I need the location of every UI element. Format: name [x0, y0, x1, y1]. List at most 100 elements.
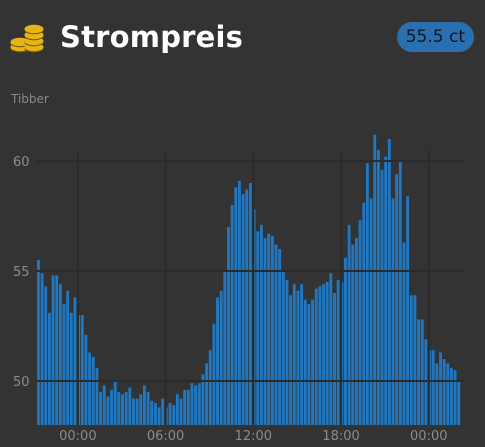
price-bar[interactable]: [44, 286, 48, 425]
price-bar[interactable]: [420, 319, 424, 425]
price-bar[interactable]: [37, 260, 40, 425]
price-bar[interactable]: [362, 202, 366, 425]
price-bar[interactable]: [135, 398, 139, 425]
price-bar[interactable]: [58, 284, 62, 425]
price-bar[interactable]: [245, 189, 249, 425]
price-bar[interactable]: [344, 257, 347, 425]
price-bar[interactable]: [66, 290, 70, 425]
price-bar[interactable]: [351, 244, 355, 425]
price-bar[interactable]: [373, 134, 377, 425]
price-bar[interactable]: [435, 363, 439, 425]
price-bar[interactable]: [208, 350, 212, 425]
price-bar[interactable]: [88, 352, 92, 425]
price-bar[interactable]: [157, 407, 161, 425]
price-bar[interactable]: [179, 398, 183, 425]
price-bar[interactable]: [314, 288, 318, 425]
price-bar[interactable]: [102, 385, 106, 425]
price-bar[interactable]: [376, 150, 380, 425]
price-bar[interactable]: [183, 389, 187, 425]
price-bar[interactable]: [307, 304, 311, 425]
price-bar[interactable]: [424, 339, 428, 425]
price-bar[interactable]: [51, 275, 55, 425]
price-bar[interactable]: [270, 235, 274, 425]
price-bar[interactable]: [219, 290, 223, 425]
price-bar[interactable]: [91, 356, 95, 425]
price-bar[interactable]: [80, 315, 84, 425]
price-bar[interactable]: [194, 385, 198, 425]
price-bar[interactable]: [289, 295, 293, 425]
price-bar[interactable]: [267, 233, 271, 425]
price-bar[interactable]: [380, 169, 384, 425]
price-bar[interactable]: [106, 396, 110, 425]
price-bar[interactable]: [369, 198, 373, 425]
price-bar[interactable]: [333, 293, 336, 425]
price-bar[interactable]: [325, 282, 329, 425]
price-bar[interactable]: [161, 398, 165, 425]
price-bar[interactable]: [223, 271, 227, 425]
price-bar[interactable]: [241, 194, 245, 425]
price-bar[interactable]: [113, 381, 117, 425]
price-bar[interactable]: [402, 242, 406, 425]
price-bar[interactable]: [398, 161, 402, 425]
price-bar[interactable]: [227, 227, 230, 425]
price-bar[interactable]: [285, 279, 289, 425]
price-bar[interactable]: [249, 183, 252, 425]
price-bar[interactable]: [230, 205, 234, 425]
price-bar[interactable]: [347, 224, 351, 425]
price-bar[interactable]: [406, 196, 410, 425]
price-bar[interactable]: [300, 284, 304, 425]
price-bar[interactable]: [201, 374, 205, 425]
price-bar[interactable]: [413, 295, 417, 425]
price-bar[interactable]: [365, 163, 369, 425]
price-bar[interactable]: [387, 139, 391, 425]
price-bar[interactable]: [62, 304, 66, 425]
price-bar[interactable]: [73, 297, 77, 425]
price-bar[interactable]: [450, 367, 453, 425]
price-bar[interactable]: [439, 352, 442, 425]
price-bar[interactable]: [457, 381, 461, 425]
price-bar[interactable]: [391, 198, 395, 425]
price-bar[interactable]: [153, 403, 157, 425]
price-bar[interactable]: [292, 284, 296, 425]
price-bar[interactable]: [256, 231, 260, 425]
price-bar[interactable]: [186, 389, 190, 425]
price-bar[interactable]: [318, 286, 322, 425]
price-bar[interactable]: [150, 400, 154, 425]
price-bar[interactable]: [238, 180, 241, 425]
price-bar[interactable]: [132, 398, 135, 425]
price-bar[interactable]: [453, 370, 457, 425]
price-bar[interactable]: [110, 389, 113, 425]
price-bar[interactable]: [190, 383, 194, 425]
price-bar[interactable]: [296, 290, 300, 425]
price-bar[interactable]: [384, 156, 388, 425]
price-bar[interactable]: [143, 385, 146, 425]
price-bar[interactable]: [395, 174, 399, 425]
price-bar[interactable]: [69, 312, 73, 425]
price-bar[interactable]: [175, 394, 179, 425]
price-bar[interactable]: [212, 323, 216, 425]
price-bar[interactable]: [409, 295, 413, 425]
price-bar[interactable]: [281, 271, 285, 425]
price-bar[interactable]: [84, 334, 88, 425]
price-bar[interactable]: [146, 392, 150, 425]
price-bar[interactable]: [417, 319, 420, 425]
price-bar[interactable]: [446, 363, 450, 425]
price-bar[interactable]: [431, 350, 435, 425]
price-bar[interactable]: [278, 249, 282, 425]
price-bar[interactable]: [303, 299, 307, 425]
price-bar[interactable]: [205, 363, 208, 425]
price-bar[interactable]: [47, 312, 51, 425]
price-bar[interactable]: [311, 299, 314, 425]
price-bar[interactable]: [40, 273, 44, 425]
price-bar[interactable]: [128, 387, 132, 425]
price-bar[interactable]: [336, 279, 340, 425]
price-bar[interactable]: [117, 392, 121, 425]
price-bar[interactable]: [355, 238, 358, 425]
price-bar[interactable]: [234, 187, 238, 425]
price-bar[interactable]: [124, 392, 128, 425]
price-bar[interactable]: [121, 394, 124, 425]
price-bar[interactable]: [442, 359, 446, 425]
price-bar[interactable]: [55, 275, 59, 425]
price-bar[interactable]: [99, 392, 102, 425]
price-bar[interactable]: [139, 394, 143, 425]
